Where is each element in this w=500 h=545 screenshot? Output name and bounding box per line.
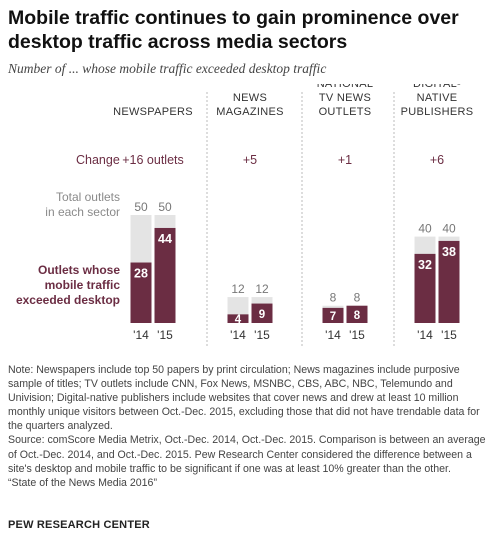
chart-notes: Note: Newspapers include top 50 papers b… bbox=[8, 363, 496, 490]
mobile-value-label: 28 bbox=[134, 267, 148, 281]
mobile-bar bbox=[414, 253, 436, 323]
change-value: +6 bbox=[430, 153, 444, 167]
sector-group-3: NATIONAL TV NEWS OUTLETS +1 8 7 '14 8 8 '15 bbox=[317, 84, 374, 342]
sector-name-line: DIGITAL- bbox=[413, 84, 461, 90]
sector-group-4: DIGITAL- NATIVE PUBLISHERS +6 40 32 '14 40 38 '15 bbox=[401, 84, 474, 342]
source-text: Source: comScore Media Metrix, Oct.-Dec.… bbox=[8, 434, 486, 475]
chart-area: Change Total outlets in each sector Outl… bbox=[16, 84, 473, 346]
year-tick-label: '14 bbox=[417, 328, 433, 342]
mobile-value-label: 38 bbox=[442, 245, 456, 259]
mobile-bar bbox=[251, 303, 273, 323]
mobile-bar bbox=[130, 262, 152, 323]
total-value-label: 8 bbox=[354, 291, 361, 305]
year-tick-label: '14 bbox=[133, 328, 149, 342]
sector-name-line: NEWS bbox=[233, 92, 267, 104]
year-tick-label: '15 bbox=[157, 328, 173, 342]
year-tick-label: '14 bbox=[230, 328, 246, 342]
mobile-value-label: 32 bbox=[418, 258, 432, 272]
mobile-value-label: 7 bbox=[330, 311, 336, 323]
total-outlets-label-line1: Total outlets bbox=[56, 190, 120, 204]
mobile-bar bbox=[154, 227, 176, 323]
sector-name-line: NEWSPAPERS bbox=[113, 106, 193, 118]
total-value-label: 12 bbox=[231, 282, 245, 296]
change-value: +16 outlets bbox=[122, 153, 184, 167]
total-value-label: 12 bbox=[255, 282, 269, 296]
mobile-value-label: 9 bbox=[259, 309, 265, 321]
change-value: +1 bbox=[338, 153, 352, 167]
mobile-bar bbox=[346, 305, 368, 323]
sector-group-2: NEWS MAGAZINES +5 12 4 '14 12 9 '15 bbox=[216, 92, 284, 342]
sector-group-1: NEWSPAPERS +16 outlets 50 28 '14 50 44 '15 bbox=[113, 106, 193, 342]
year-tick-label: '15 bbox=[349, 328, 365, 342]
mobile-legend-label-line2: mobile traffic bbox=[45, 278, 121, 292]
total-value-label: 40 bbox=[418, 222, 432, 236]
mobile-bar bbox=[322, 307, 344, 323]
total-value-label: 50 bbox=[134, 200, 148, 214]
sector-name-line: OUTLETS bbox=[319, 106, 372, 118]
mobile-value-label: 8 bbox=[354, 310, 361, 322]
sector-name-line: PUBLISHERS bbox=[401, 106, 474, 118]
mobile-value-label: 4 bbox=[235, 314, 242, 326]
sector-name-line: NATIVE bbox=[417, 92, 458, 104]
mobile-bar bbox=[438, 240, 460, 323]
mobile-bar bbox=[227, 314, 249, 323]
report-name: “State of the News Media 2016” bbox=[8, 476, 157, 489]
year-tick-label: '14 bbox=[325, 328, 341, 342]
chart-title: Mobile traffic continues to gain promine… bbox=[8, 7, 459, 53]
total-value-label: 8 bbox=[330, 291, 337, 305]
sector-groups: NEWSPAPERS +16 outlets 50 28 '14 50 44 '15 NEWS M… bbox=[113, 84, 473, 342]
note-text: Note: Newspapers include top 50 papers b… bbox=[8, 364, 480, 433]
row-labels: Change Total outlets in each sector Outl… bbox=[16, 153, 120, 307]
mobile-legend-label-line3: exceeded desktop bbox=[16, 293, 120, 307]
total-value-label: 50 bbox=[158, 200, 172, 214]
sector-name-line: NATIONAL bbox=[317, 84, 374, 90]
pew-research-center-credit: PEW RESEARCH CENTER bbox=[8, 519, 150, 531]
sector-name-line: MAGAZINES bbox=[216, 106, 284, 118]
year-tick-label: '15 bbox=[441, 328, 457, 342]
sector-name-line: TV NEWS bbox=[319, 92, 371, 104]
total-value-label: 40 bbox=[442, 222, 456, 236]
chart-subtitle: Number of ... whose mobile traffic excee… bbox=[8, 61, 327, 76]
year-tick-label: '15 bbox=[254, 328, 270, 342]
change-value: +5 bbox=[243, 153, 257, 167]
total-outlets-label-line2: in each sector bbox=[45, 205, 120, 219]
mobile-legend-label-line1: Outlets whose bbox=[38, 263, 120, 277]
change-label: Change bbox=[76, 153, 120, 167]
mobile-value-label: 44 bbox=[158, 232, 172, 246]
